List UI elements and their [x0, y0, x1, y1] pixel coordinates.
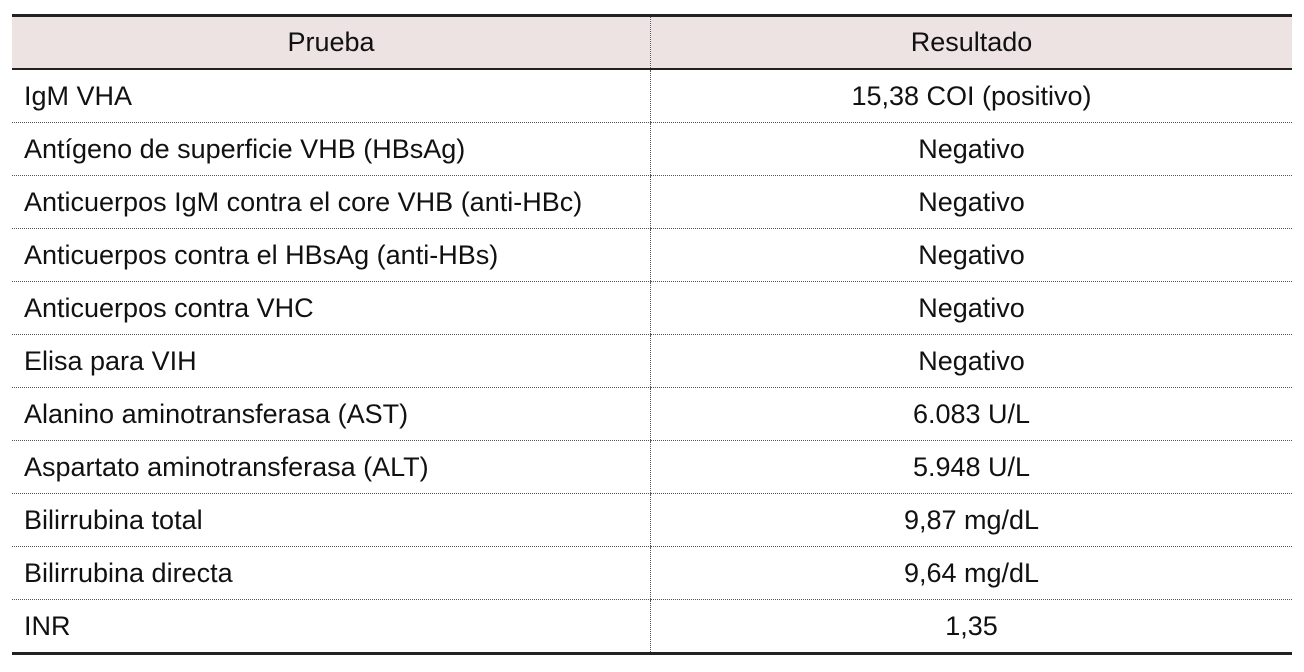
result-cell: 9,87 mg/dL: [650, 493, 1292, 547]
table-header: Prueba Resultado: [12, 15, 1292, 70]
test-cell: Anticuerpos contra VHC: [12, 281, 651, 335]
result-cell: 15,38 COI (positivo): [650, 69, 1292, 123]
results-table: Prueba Resultado IgM VHA 15,38 COI (posit…: [12, 14, 1292, 655]
table-row: Elisa para VIH Negativo: [12, 334, 1292, 388]
test-cell: IgM VHA: [12, 69, 651, 123]
test-cell: Alanino aminotransferasa (AST): [12, 387, 651, 441]
table-row: Antígeno de superficie VHB (HBsAg) Negati…: [12, 122, 1292, 176]
result-cell: Negativo: [650, 281, 1292, 335]
result-cell: 5.948 U/L: [650, 440, 1292, 494]
result-cell: Negativo: [650, 334, 1292, 388]
test-cell: Anticuerpos IgM contra el core VHB (anti…: [12, 175, 651, 229]
table-body: IgM VHA 15,38 COI (positivo) Antígeno de s…: [12, 69, 1292, 654]
result-cell: Negativo: [650, 175, 1292, 229]
result-cell: Negativo: [650, 228, 1292, 282]
table-row: Anticuerpos contra VHC Negativo: [12, 281, 1292, 335]
result-cell: 6.083 U/L: [650, 387, 1292, 441]
test-cell: Elisa para VIH: [12, 334, 651, 388]
table-row: Anticuerpos contra el HBsAg (anti-HBs) Ne…: [12, 228, 1292, 282]
test-cell: Anticuerpos contra el HBsAg (anti-HBs): [12, 228, 651, 282]
result-cell: 9,64 mg/dL: [650, 546, 1292, 600]
result-cell: Negativo: [650, 122, 1292, 176]
table-row: Alanino aminotransferasa (AST) 6.083 U/L: [12, 387, 1292, 441]
result-cell: 1,35: [650, 599, 1292, 654]
table-row: Bilirrubina directa 9,64 mg/dL: [12, 546, 1292, 600]
table-row: Anticuerpos IgM contra el core VHB (anti…: [12, 175, 1292, 229]
test-cell: Aspartato aminotransferasa (ALT): [12, 440, 651, 494]
test-cell: INR: [24, 610, 71, 641]
test-cell: Bilirrubina directa: [12, 546, 651, 600]
test-cell: Antígeno de superficie VHB (HBsAg): [12, 122, 651, 176]
table-row: Aspartato aminotransferasa (ALT) 5.948 U/…: [12, 440, 1292, 494]
table-row: IgM VHA 15,38 COI (positivo): [12, 69, 1292, 123]
header-row: Prueba Resultado: [12, 15, 1292, 70]
table-row: INR 1,35: [12, 599, 1292, 654]
test-cell: Bilirrubina total: [12, 493, 651, 547]
table-row: Bilirrubina total 9,87 mg/dL: [12, 493, 1292, 547]
header-cell: Resultado: [650, 15, 1292, 70]
header-cell: Prueba: [12, 15, 651, 70]
